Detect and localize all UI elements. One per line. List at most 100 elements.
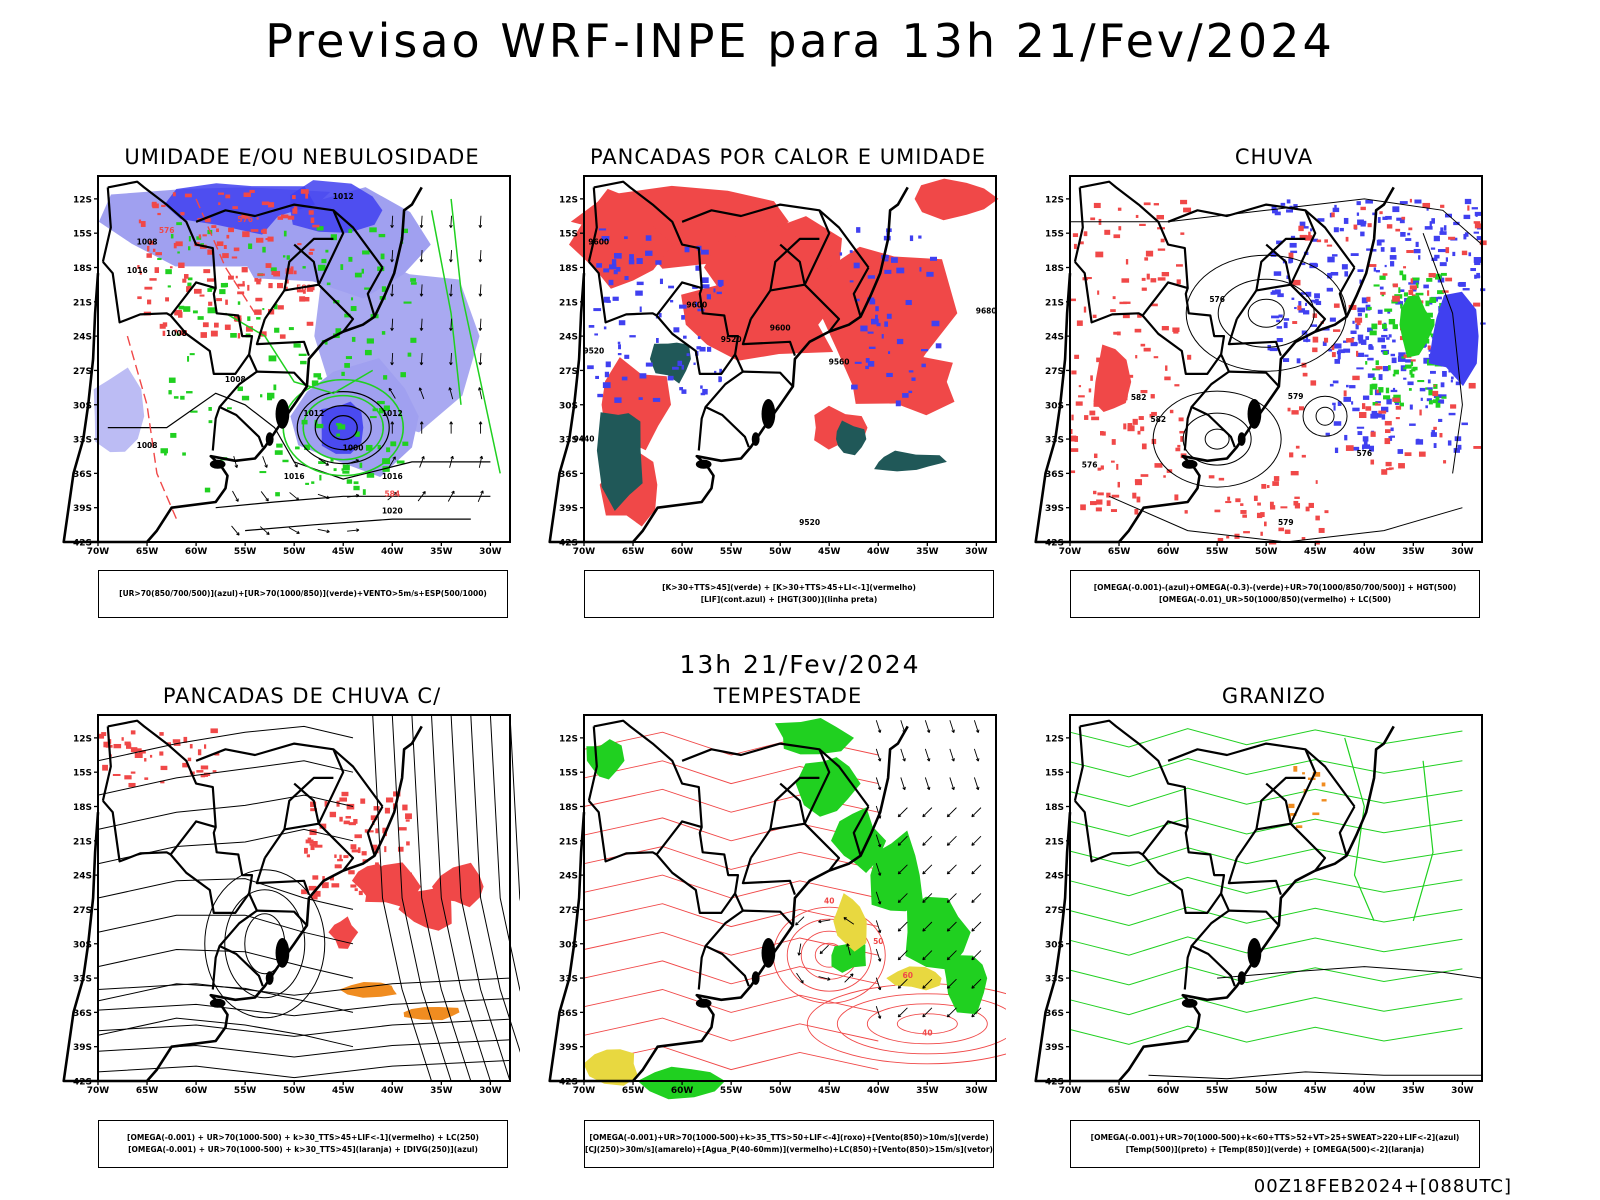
wind-vector xyxy=(419,352,424,366)
field-speck xyxy=(888,351,891,354)
lat-tick-label: 33S xyxy=(73,975,92,985)
wind-vector xyxy=(347,459,360,465)
storm-orange xyxy=(339,982,397,998)
field-speck xyxy=(210,728,218,734)
field-speck xyxy=(1346,384,1349,388)
field-speck xyxy=(1328,348,1333,352)
lc-ring xyxy=(1315,406,1335,426)
field-speck xyxy=(1330,271,1339,276)
legend-line: [OMEGA(-0.001)+UR>70(1000-500)+k>35_TTS>… xyxy=(589,1133,989,1142)
field-speck xyxy=(216,228,219,233)
country-border xyxy=(317,283,355,333)
panel-6-legend: [OMEGA(-0.001)+UR>70(1000-500)+k<60+TTS>… xyxy=(1070,1120,1480,1168)
lon-tick-label: 50W xyxy=(1255,1086,1278,1096)
field-speck xyxy=(639,373,647,379)
field-speck xyxy=(1331,212,1335,218)
field-speck xyxy=(1084,276,1092,280)
field-speck xyxy=(895,400,901,407)
field-speck xyxy=(204,744,207,749)
field-speck xyxy=(1269,501,1274,507)
field-speck xyxy=(1427,290,1430,296)
country-border xyxy=(697,945,707,990)
field-speck xyxy=(1286,209,1294,213)
wind-vector xyxy=(231,525,240,536)
lat-tick-label: 21S xyxy=(1045,298,1064,308)
field-speck xyxy=(1395,405,1402,410)
field-speck xyxy=(1427,379,1431,384)
cj-yellow xyxy=(886,966,942,991)
field-speck xyxy=(235,275,238,279)
lat-tick-label: 21S xyxy=(73,298,92,308)
lat-tick-label: 30S xyxy=(559,401,578,411)
field-speck xyxy=(1438,418,1443,422)
field-speck xyxy=(656,337,659,343)
wind-vector xyxy=(897,921,908,932)
field-speck xyxy=(317,377,323,380)
humidity-ring xyxy=(302,394,385,461)
field-speck xyxy=(226,234,230,239)
field-speck xyxy=(383,375,388,380)
field-speck xyxy=(1395,417,1400,420)
field-speck xyxy=(1153,203,1159,206)
field-speck xyxy=(1390,247,1396,253)
field-speck xyxy=(1136,496,1141,503)
field-speck xyxy=(1123,423,1127,430)
field-speck xyxy=(134,752,143,759)
field-speck xyxy=(147,299,152,305)
lagoon xyxy=(265,971,274,985)
field-speck xyxy=(672,366,679,370)
field-speck xyxy=(1308,502,1314,508)
field-speck xyxy=(164,452,167,456)
wind-vector xyxy=(449,352,453,366)
field-speck xyxy=(1214,509,1221,513)
field-speck xyxy=(384,846,387,853)
field-speck xyxy=(243,192,251,197)
field-speck xyxy=(1412,366,1418,371)
lon-tick-label: 55W xyxy=(720,1086,743,1096)
field-speck xyxy=(921,363,926,368)
lagoon xyxy=(1247,399,1262,429)
field-speck xyxy=(1208,475,1215,479)
field-speck xyxy=(605,361,611,368)
field-speck xyxy=(854,361,862,364)
wind-vector xyxy=(875,748,882,762)
field-speck xyxy=(1375,403,1381,406)
field-speck xyxy=(1253,495,1258,502)
field-speck xyxy=(1378,337,1385,341)
field-speck xyxy=(273,384,277,391)
field-speck xyxy=(658,313,662,318)
field-speck xyxy=(911,377,916,381)
field-speck xyxy=(618,344,621,350)
field-speck xyxy=(1422,202,1431,209)
field-speck xyxy=(1240,503,1244,506)
field-speck xyxy=(241,213,249,219)
field-speck xyxy=(1312,772,1321,777)
field-speck xyxy=(326,282,331,286)
country-border xyxy=(366,805,384,857)
field-speck xyxy=(1333,303,1340,308)
field-speck xyxy=(679,304,687,309)
field-speck xyxy=(1308,231,1311,238)
field-speck xyxy=(1356,426,1365,429)
field-speck xyxy=(192,310,198,314)
field-speck xyxy=(207,288,213,292)
field-speck xyxy=(719,368,722,374)
field-speck xyxy=(397,846,404,852)
field-speck xyxy=(361,268,364,274)
field-speck xyxy=(183,306,191,312)
field-speck xyxy=(1104,229,1111,235)
field-speck xyxy=(929,256,937,261)
field-speck xyxy=(318,461,326,464)
wind-vector xyxy=(922,835,933,846)
wind-vector xyxy=(289,492,300,501)
field-speck xyxy=(851,384,858,390)
field-speck xyxy=(386,447,391,453)
lon-tick-label: 60W xyxy=(671,1086,694,1096)
field-speck xyxy=(1360,231,1365,237)
field-speck xyxy=(262,246,266,253)
mid-timestamp: 13h 21/Fev/2024 xyxy=(679,650,921,679)
field-speck xyxy=(681,315,685,320)
contour-label: 576 xyxy=(1209,295,1225,304)
field-speck xyxy=(136,748,142,752)
field-speck xyxy=(1125,259,1129,265)
